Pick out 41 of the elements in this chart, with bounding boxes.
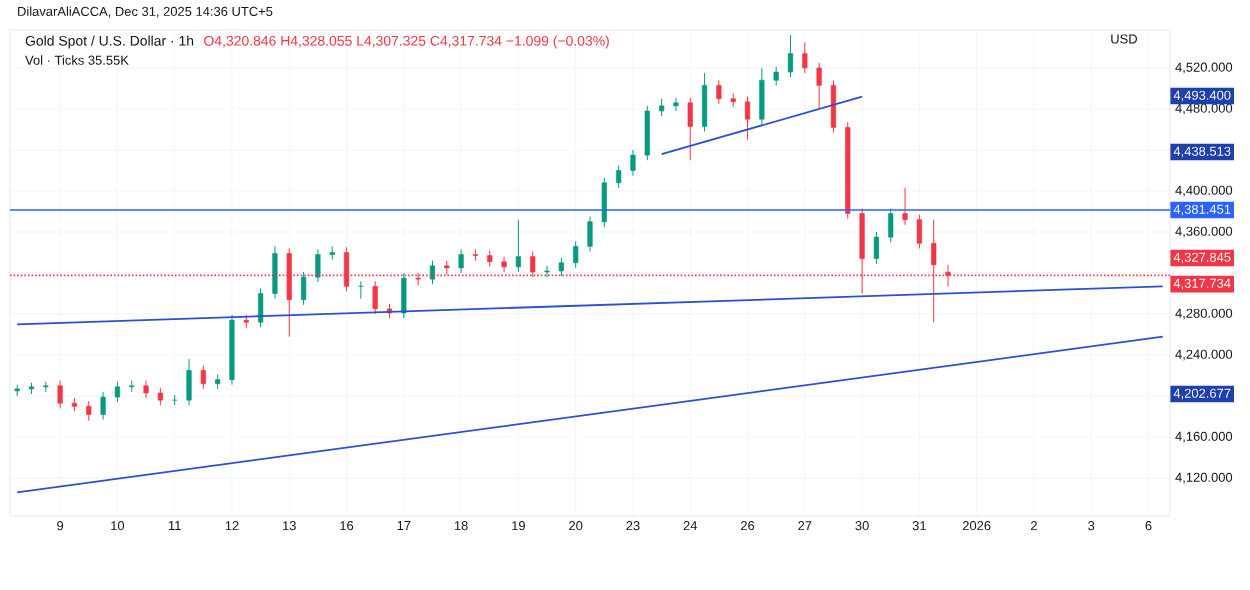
- candlestick: [744, 96, 751, 141]
- candlestick: [558, 257, 564, 277]
- candlestick: [773, 66, 779, 86]
- candlestick: [873, 231, 879, 265]
- candlestick: [57, 380, 63, 409]
- candlestick: [630, 149, 636, 177]
- candlestick: [902, 187, 908, 226]
- candlestick: [816, 62, 822, 110]
- candlestick: [315, 248, 321, 283]
- candlestick: [472, 248, 479, 262]
- candlestick: [515, 219, 521, 273]
- candlestick: [916, 214, 922, 249]
- candlestick: [759, 67, 765, 125]
- candlestick: [372, 280, 378, 315]
- candlestick: [401, 272, 407, 319]
- candlestick: [272, 245, 278, 300]
- candlestick: [458, 248, 464, 274]
- candlestick: [802, 41, 808, 74]
- candlestick: [888, 207, 894, 243]
- candlestick: [429, 260, 436, 285]
- candlestick: [587, 216, 593, 252]
- candlestick: [501, 256, 507, 273]
- candlestick: [673, 97, 679, 112]
- candlestick: [787, 34, 794, 78]
- candlestick: [601, 177, 607, 228]
- candlestick: [258, 287, 264, 328]
- candlestick: [701, 72, 708, 133]
- candlestick: [616, 164, 622, 189]
- candlestick: [716, 79, 722, 105]
- candlestick: [100, 391, 106, 421]
- candlestick: [186, 358, 192, 406]
- candlestick: [644, 105, 650, 161]
- candlestick: [86, 400, 92, 422]
- candlestick: [143, 380, 149, 399]
- candlestick: [544, 265, 550, 278]
- candlestick: [300, 271, 307, 306]
- candlestick: [200, 364, 206, 390]
- candlestick: [573, 240, 579, 269]
- candlestick: [830, 79, 837, 134]
- candlestick: [687, 97, 693, 161]
- candlestick: [114, 381, 120, 403]
